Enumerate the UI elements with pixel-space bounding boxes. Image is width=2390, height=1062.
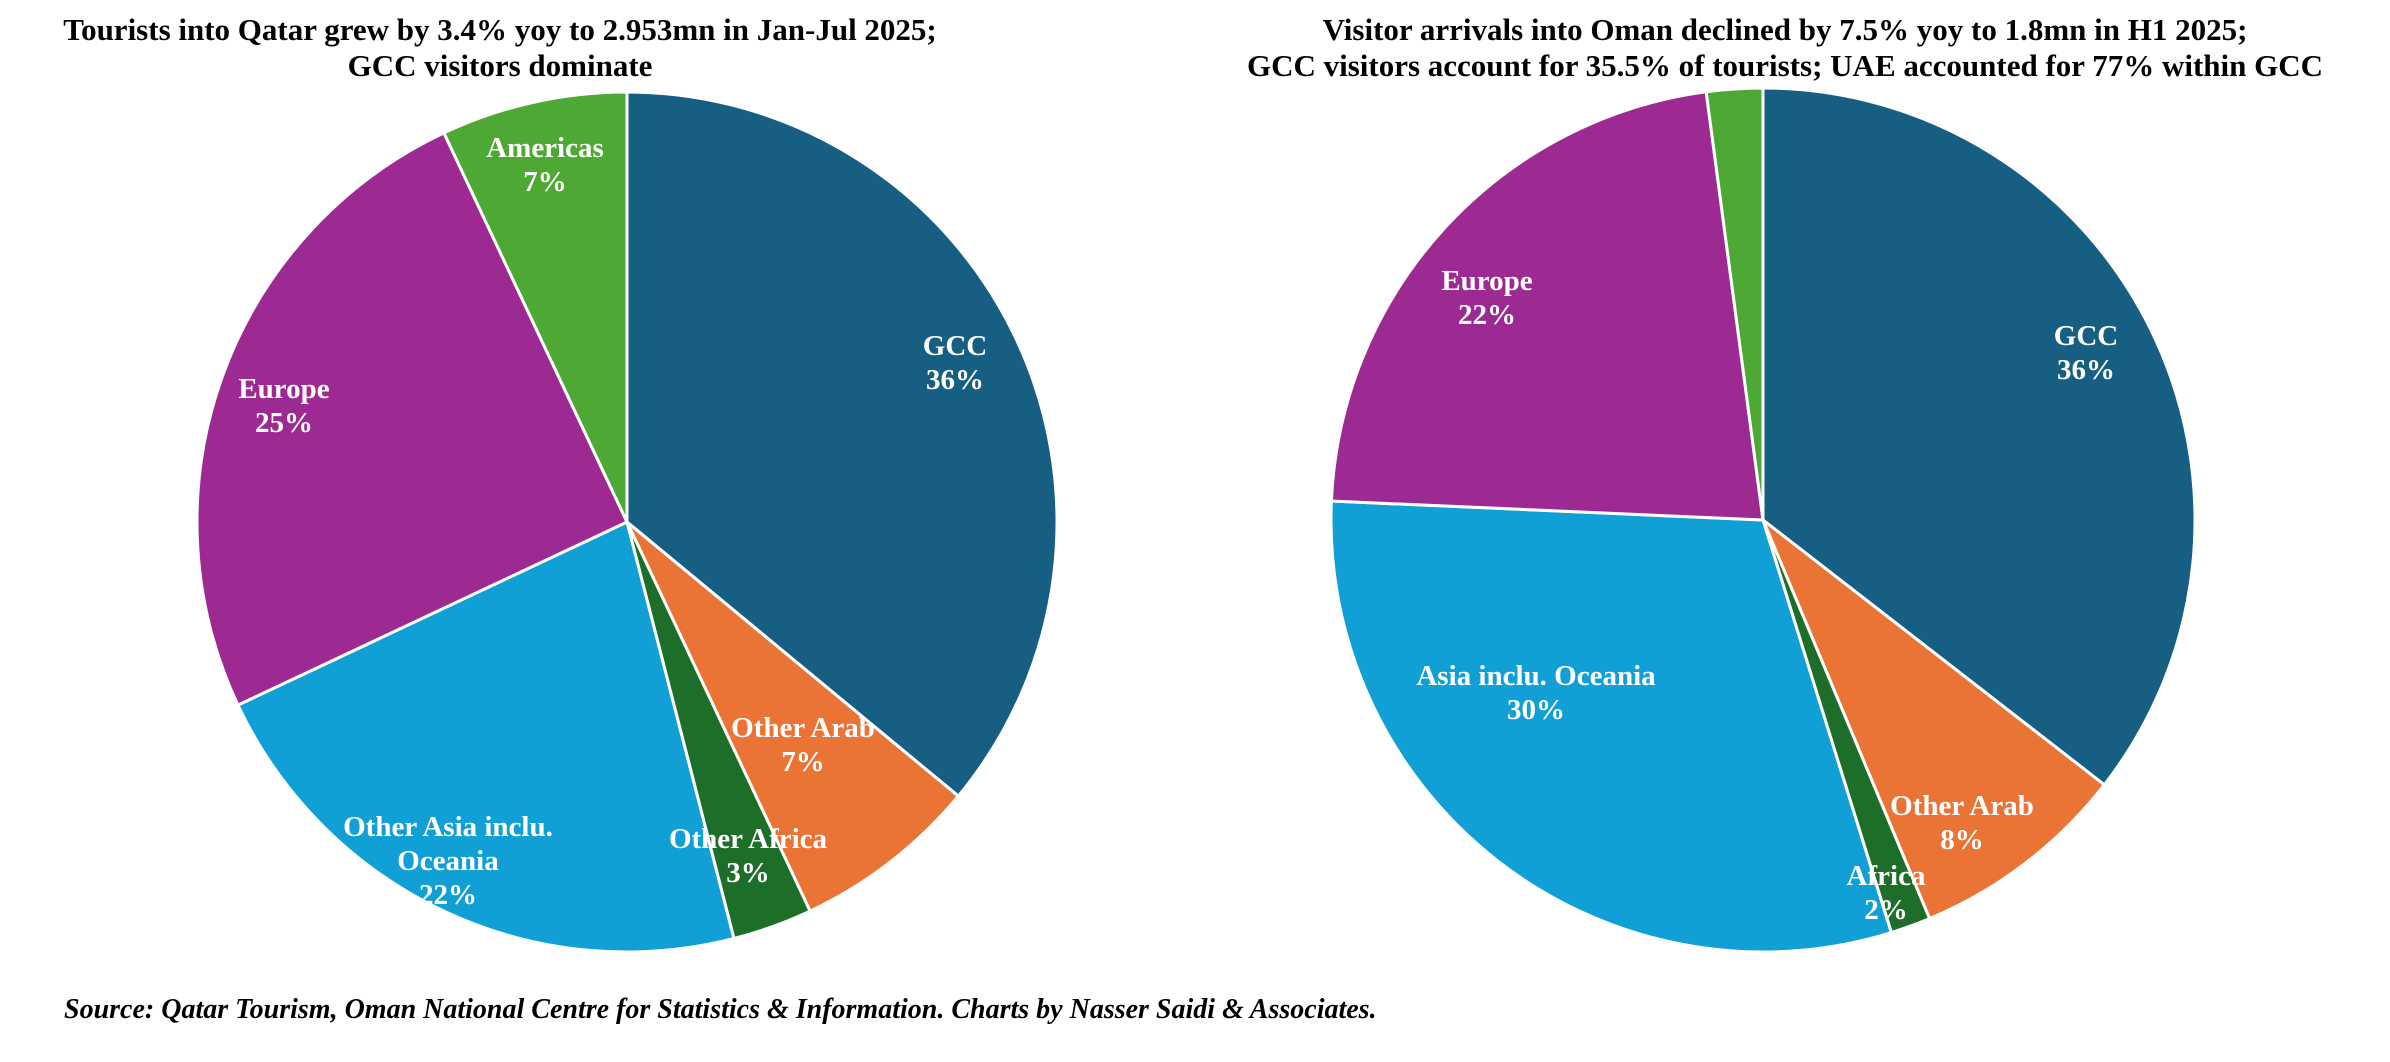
qatar-chart-title-line: Tourists into Qatar grew by 3.4% yoy to … [63, 12, 937, 47]
oman-slice-label-asia-inclu-oceania: Asia inclu. Oceania 30% [1416, 660, 1656, 726]
slice-name-label: Other Arab [1890, 790, 2034, 822]
slice-name-label: Americas [486, 132, 604, 164]
qatar-slice-gcc [625, 90, 1059, 798]
qatar-chart-title-line: GCC visitors dominate [348, 48, 653, 83]
slice-value-label: 7% [523, 166, 567, 198]
qatar-slice-other-arab [625, 520, 960, 913]
qatar-slice-americas [442, 90, 629, 524]
source-note: Source: Qatar Tourism, Oman National Cen… [64, 994, 1377, 1025]
oman-slice-europe [1329, 90, 1765, 522]
slice-name-label: Africa [1847, 860, 1926, 892]
oman-slice-gcc [1761, 86, 2197, 787]
oman-chart-title-line: Visitor arrivals into Oman declined by 7… [1323, 12, 2248, 47]
qatar-slice-label-americas: Americas 7% [486, 132, 604, 198]
slice-name-label: Asia inclu. Oceania [1416, 660, 1656, 692]
slice-name-label: Other Arab [731, 712, 875, 744]
slice-value-label: 8% [1940, 824, 1984, 856]
slice-value-label: 36% [2057, 354, 2115, 386]
slice-name-label: Other Africa [669, 823, 828, 855]
qatar-tourism-pie-chart: Tourists into Qatar grew by 3.4% yoy to … [63, 12, 1059, 954]
oman-slice-labels: GCC 36%Other Arab 8%Africa 2%Asia inclu. Oc… [1416, 265, 2118, 926]
oman-slice-label-africa: Africa 2% [1847, 860, 1926, 926]
qatar-chart-title: Tourists into Qatar grew by 3.4% yoy to … [63, 12, 937, 83]
qatar-slice-label-other-africa: Other Africa 3% [669, 823, 828, 889]
slice-name-label: Other Asia inclu. [343, 811, 553, 843]
slice-name-label: GCC [2054, 320, 2118, 352]
qatar-slice-other-asia-inclu-oceania [236, 520, 736, 954]
oman-slice-label-gcc: GCC 36% [2054, 320, 2118, 386]
oman-slice-label-europe: Europe 22% [1441, 265, 1532, 331]
oman-chart-title: Visitor arrivals into Oman declined by 7… [1247, 12, 2323, 83]
qatar-slice-label-other-arab: Other Arab 7% [731, 712, 875, 778]
slice-name-label: Europe [1441, 265, 1532, 297]
slice-value-label: 25% [255, 407, 313, 439]
slice-name-label: Oceania [397, 845, 499, 877]
slice-value-label: 2% [1864, 894, 1908, 926]
qatar-slice-label-gcc: GCC 36% [923, 330, 987, 396]
oman-slice-other-arab [1761, 518, 2106, 921]
slice-value-label: 22% [419, 879, 477, 911]
qatar-slice-label-other-asia-inclu-oceania: Other Asia inclu. Oceania 22% [343, 811, 553, 911]
oman-slice-label-other-arab: Other Arab 8% [1890, 790, 2034, 856]
oman-visitors-pie-chart: Visitor arrivals into Oman declined by 7… [1247, 12, 2323, 954]
qatar-slice-europe [195, 131, 629, 707]
slice-name-label: Europe [238, 373, 329, 405]
slice-name-label: GCC [923, 330, 987, 362]
slice-value-label: 36% [926, 364, 984, 396]
oman-slice-asia-inclu-oceania [1329, 499, 1893, 954]
slice-value-label: 30% [1507, 694, 1565, 726]
slice-value-label: 22% [1458, 299, 1516, 331]
qatar-slice-label-europe: Europe 25% [238, 373, 329, 439]
slice-value-label: 3% [726, 857, 770, 889]
oman-slice-unlabelled [1704, 86, 1765, 522]
slice-value-label: 7% [781, 746, 825, 778]
qatar-slice-labels: GCC 36%Other Arab 7%Other Africa 3%Other As… [238, 132, 987, 911]
oman-chart-title-line: GCC visitors account for 35.5% of touris… [1247, 48, 2323, 83]
